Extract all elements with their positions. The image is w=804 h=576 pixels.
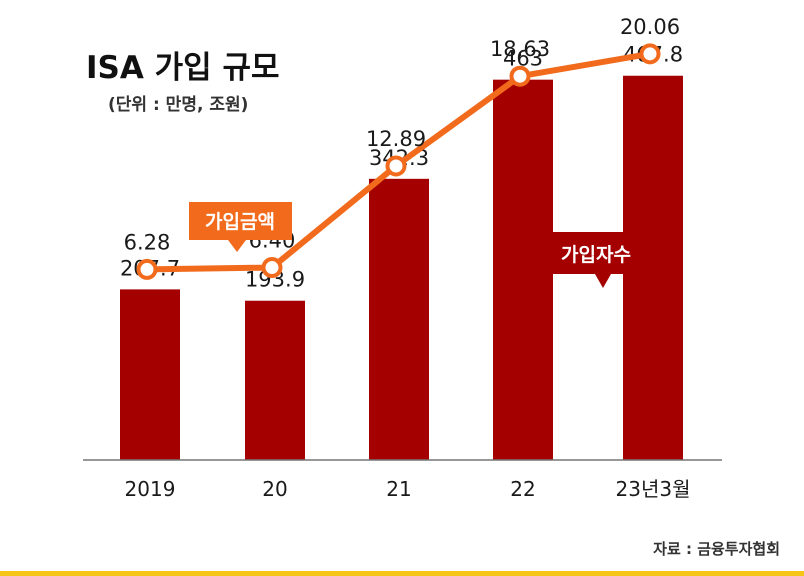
line-point-23년3월 [639, 43, 661, 65]
source-note: 자료 : 금융투자협회 [653, 540, 780, 558]
bar-22 [493, 79, 553, 460]
bar-2019 [120, 289, 180, 460]
chart-title: ISA 가입 규모 [86, 50, 280, 86]
legend-line-pointer [228, 240, 246, 252]
footer-accent-bar [0, 571, 804, 576]
line-point-2019 [136, 258, 158, 280]
x-tick-23년3월: 23년3월 [616, 477, 691, 501]
legend-bar-pointer [595, 274, 611, 288]
line-point-21 [385, 155, 407, 177]
ticks-layer: 2019 20 21 22 23년3월 [125, 477, 691, 501]
line-label-2019: 6.28 [124, 230, 171, 254]
line-label-21: 12.89 [366, 127, 426, 151]
legend-line-label: 가입금액 [205, 211, 275, 233]
x-tick-22: 22 [510, 477, 535, 501]
line-label-22: 18.63 [490, 37, 550, 61]
legend-bar-label: 가입자수 [561, 244, 631, 266]
x-tick-20: 20 [262, 477, 287, 501]
line-point-22 [509, 65, 531, 87]
bar-21 [369, 178, 429, 460]
legend-line-callout: 가입금액 [189, 202, 292, 252]
line-label-23년3월: 20.06 [620, 15, 680, 39]
line-layer [136, 43, 661, 280]
legend-line-box [189, 202, 292, 240]
legend-bar-callout: 가입자수 [544, 232, 648, 288]
bar-20 [245, 300, 305, 460]
x-tick-2019: 2019 [125, 477, 176, 501]
legend-bar-box [544, 232, 648, 274]
chart-subtitle: (단위 : 만명, 조원) [108, 95, 248, 115]
x-tick-21: 21 [386, 477, 411, 501]
line-point-20 [261, 257, 283, 279]
